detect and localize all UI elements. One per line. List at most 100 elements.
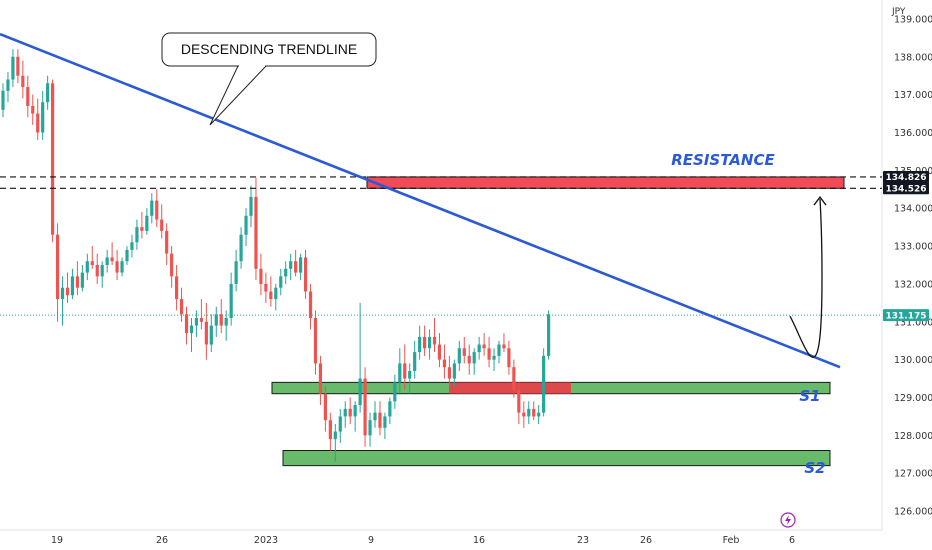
s2-support-zone xyxy=(282,450,831,467)
x-tick-label: Feb xyxy=(723,535,740,546)
candle-body xyxy=(427,336,432,349)
candle-body xyxy=(274,287,278,300)
candle-body xyxy=(299,257,303,273)
candle-body xyxy=(105,257,109,265)
candle-body xyxy=(125,249,129,262)
candle-body xyxy=(41,102,45,133)
price-tag: 134.526 xyxy=(883,182,929,195)
projection-arrow xyxy=(789,199,823,358)
y-tick-label: 127.000 xyxy=(894,469,932,480)
candle-body xyxy=(244,215,248,235)
candle-body xyxy=(373,412,377,421)
x-tick-label: 19 xyxy=(51,535,63,546)
y-tick-label: 130.000 xyxy=(894,355,932,366)
callout-text: DESCENDING TRENDLINE xyxy=(181,41,357,57)
candle-body xyxy=(507,348,511,368)
y-tick-label: 126.000 xyxy=(894,507,932,518)
candle-body xyxy=(472,352,476,364)
candle-body xyxy=(254,196,258,269)
price-tags: 134.826 134.526 131.175 xyxy=(883,170,929,322)
trendline-callout[interactable]: DESCENDING TRENDLINE xyxy=(161,32,377,126)
candle-body xyxy=(303,257,308,292)
candle-body xyxy=(328,420,332,440)
candle-body xyxy=(26,87,30,106)
y-tick-label: 134.000 xyxy=(894,204,932,215)
candle-body xyxy=(55,234,60,300)
candle-body xyxy=(11,56,15,80)
price-tag-box xyxy=(883,182,929,195)
candle-body xyxy=(284,268,288,277)
projection-arrowhead xyxy=(813,195,827,206)
candle-body xyxy=(532,408,536,417)
candle-body xyxy=(408,371,412,379)
candle-body xyxy=(140,227,144,231)
candle-body xyxy=(522,412,526,417)
candle-body xyxy=(269,291,273,300)
candle-body xyxy=(279,276,283,288)
candle-body xyxy=(363,378,367,436)
x-tick-label: 2023 xyxy=(254,535,278,546)
s2-label: S2 xyxy=(804,459,825,477)
candle-body xyxy=(318,363,323,394)
candle-body xyxy=(477,344,481,353)
candle-body xyxy=(179,299,184,315)
candle-body xyxy=(343,408,347,417)
candle-body xyxy=(150,200,154,216)
candle-body xyxy=(70,276,75,296)
candle-body xyxy=(517,389,521,413)
candle-body xyxy=(175,276,179,300)
candle-body xyxy=(209,325,213,345)
candle-body xyxy=(199,318,203,322)
candle-body xyxy=(512,367,516,390)
descending-trendline[interactable] xyxy=(0,32,841,369)
candle-body xyxy=(313,318,318,364)
candle-body xyxy=(160,219,164,231)
candle-body xyxy=(204,321,208,345)
candle-body xyxy=(264,283,268,292)
candle-body xyxy=(289,261,293,269)
candle-body xyxy=(184,314,189,334)
candle-body xyxy=(542,355,546,413)
candle-body xyxy=(418,336,422,353)
candle-body xyxy=(432,336,437,345)
candle-body xyxy=(75,276,79,288)
dashed-levels xyxy=(0,176,882,189)
candle-body xyxy=(259,268,263,284)
y-tick-label: 139.000 xyxy=(894,14,932,25)
candle-body xyxy=(467,355,471,364)
x-tick-label: 23 xyxy=(577,535,589,546)
candle-body xyxy=(120,261,124,273)
candle-body xyxy=(378,412,382,428)
y-tick-label: 133.000 xyxy=(894,242,932,253)
candle-body xyxy=(229,283,233,318)
price-tag-box xyxy=(883,309,929,322)
candle-body xyxy=(437,344,442,360)
candle-body xyxy=(338,416,342,432)
x-axis-ticks: 19 26 2023 9 16 23 26 Feb 6 xyxy=(51,535,795,546)
candle-body xyxy=(170,253,174,277)
candle-body xyxy=(115,261,119,273)
candle-body xyxy=(65,287,70,296)
candle-body xyxy=(135,227,139,243)
candle-body xyxy=(353,405,357,417)
candle-body xyxy=(452,363,456,379)
resistance-zone xyxy=(366,176,845,189)
candle-body xyxy=(46,83,50,103)
y-tick-label: 131.000 xyxy=(894,317,932,328)
candle-body xyxy=(60,287,65,300)
tradingview-flash-icon[interactable] xyxy=(780,512,796,528)
candle-body xyxy=(527,408,531,417)
candle-body xyxy=(130,242,134,250)
candle-body xyxy=(547,314,551,356)
candle-body xyxy=(398,363,402,383)
candle-body xyxy=(16,56,20,76)
candle-body xyxy=(383,416,387,428)
y-tick-label: 132.000 xyxy=(894,279,932,290)
candle-body xyxy=(388,401,392,417)
price-tag-label: 131.175 xyxy=(886,311,927,321)
candle-body xyxy=(224,318,228,326)
candle-body xyxy=(234,261,238,284)
x-tick-label: 9 xyxy=(368,535,374,546)
candle-body xyxy=(487,348,491,360)
